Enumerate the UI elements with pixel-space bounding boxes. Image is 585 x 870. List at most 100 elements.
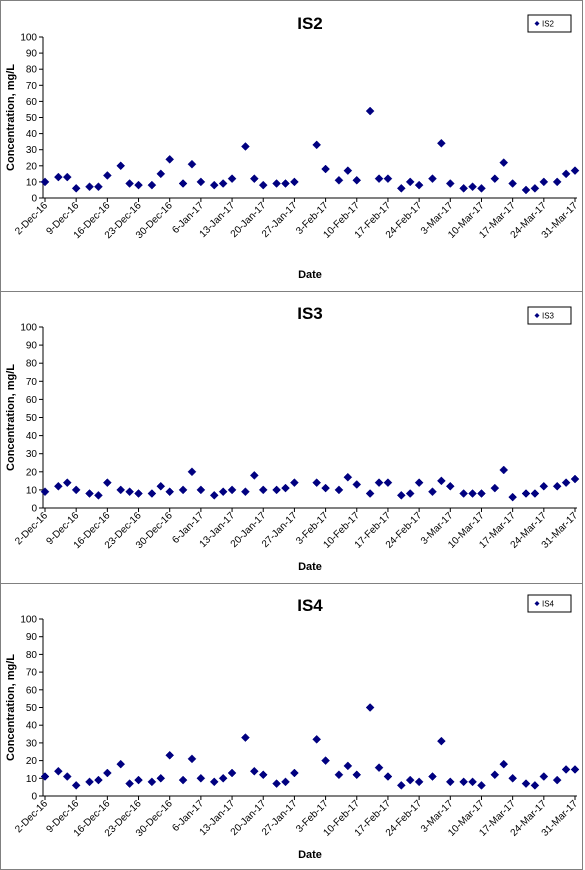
data-point — [445, 777, 455, 787]
y-tick-label: 40 — [26, 129, 38, 140]
data-point — [570, 765, 580, 774]
data-point — [94, 490, 103, 500]
data-point — [552, 775, 562, 785]
data-point — [196, 485, 206, 495]
data-point — [116, 161, 126, 171]
data-point — [352, 175, 362, 185]
legend-label: IS2 — [542, 20, 555, 29]
data-point — [54, 766, 63, 776]
data-point — [539, 177, 549, 187]
data-point — [477, 183, 486, 193]
chart-title: IS2 — [297, 14, 323, 33]
chart-panel-is3: IS3 Concentration, mg/L Date 0 10 20 30 40 50 60 7… — [0, 291, 583, 584]
data-point — [477, 781, 486, 790]
data-point — [102, 478, 112, 488]
data-point — [468, 489, 477, 498]
data-point — [281, 777, 290, 787]
data-point — [209, 490, 219, 500]
data-point — [521, 779, 531, 788]
data-point — [40, 177, 50, 187]
y-tick-label: 0 — [31, 504, 37, 515]
data-point — [178, 485, 188, 495]
chart-panel-is2: IS2 Concentration, mg/L Date 0 10 20 30 40 50 60 7… — [0, 0, 583, 292]
data-point — [227, 485, 237, 495]
data-point — [290, 478, 299, 488]
data-point — [249, 471, 259, 480]
y-tick-label: 40 — [26, 431, 38, 442]
legend-marker — [534, 313, 540, 318]
y-tick-label: 60 — [26, 97, 38, 108]
data-point — [374, 478, 384, 488]
data-point — [196, 773, 206, 783]
data-point — [312, 478, 322, 488]
data-point — [321, 164, 330, 174]
data-point — [365, 489, 375, 498]
data-point — [241, 487, 250, 497]
y-tick-label: 50 — [26, 413, 38, 424]
data-point — [134, 775, 143, 785]
data-point — [570, 166, 580, 175]
data-point — [499, 158, 509, 167]
data-point — [125, 179, 134, 188]
data-point — [428, 174, 437, 184]
y-axis-label: Concentration, mg/L — [5, 364, 17, 471]
legend-marker — [534, 21, 540, 26]
data-point — [459, 489, 469, 498]
y-tick-label: 60 — [26, 685, 38, 696]
data-point — [561, 765, 571, 774]
y-tick-label: 10 — [26, 485, 38, 496]
data-point — [258, 485, 268, 495]
x-axis-label: Date — [298, 849, 322, 861]
data-point — [272, 485, 281, 495]
data-point — [428, 487, 437, 497]
data-point — [156, 169, 166, 179]
data-point — [227, 768, 237, 778]
data-point — [343, 761, 353, 771]
y-axis-label: Concentration, mg/L — [5, 654, 17, 761]
y-tick-label: 90 — [26, 632, 38, 643]
data-point — [405, 775, 415, 785]
data-point — [227, 174, 237, 184]
data-point — [165, 155, 175, 164]
data-point — [570, 474, 580, 484]
data-point — [281, 483, 290, 493]
data-point — [445, 179, 455, 188]
y-tick-label: 0 — [31, 792, 37, 803]
y-tick-label: 90 — [26, 49, 38, 60]
legend-marker — [534, 601, 540, 606]
data-point — [62, 478, 72, 488]
x-tick-label: 2-Dec-16 — [13, 200, 50, 237]
data-point — [85, 777, 94, 787]
y-tick-label: 80 — [26, 359, 38, 370]
data-point — [196, 177, 206, 187]
data-point — [459, 777, 469, 787]
data-point — [508, 179, 518, 188]
y-tick-label: 100 — [20, 323, 37, 334]
x-axis-label: Date — [298, 561, 322, 573]
chart-panel-is4: IS4 Concentration, mg/L Date 0 10 20 30 40 50 60 7… — [0, 583, 583, 870]
data-point — [539, 772, 549, 781]
data-point — [312, 140, 322, 150]
data-point — [125, 487, 134, 497]
data-point — [468, 777, 477, 787]
data-point — [477, 489, 486, 498]
data-point — [241, 142, 250, 151]
legend-box — [527, 594, 572, 613]
data-point — [396, 781, 406, 790]
data-point — [71, 781, 81, 790]
data-point — [165, 487, 175, 497]
y-tick-label: 90 — [26, 341, 38, 352]
data-point — [490, 483, 500, 493]
data-point — [383, 174, 393, 184]
y-tick-label: 50 — [26, 113, 38, 124]
data-point — [405, 489, 415, 498]
data-point — [490, 174, 500, 184]
legend-box — [527, 14, 572, 33]
chart-is4: IS4 Concentration, mg/L Date 0 10 20 30 40 50 60 7… — [5, 594, 580, 861]
data-point — [125, 779, 134, 788]
y-tick-label: 0 — [31, 194, 37, 205]
data-point — [290, 177, 299, 187]
data-point — [116, 759, 126, 769]
data-point — [437, 736, 446, 746]
data-point — [396, 490, 406, 500]
